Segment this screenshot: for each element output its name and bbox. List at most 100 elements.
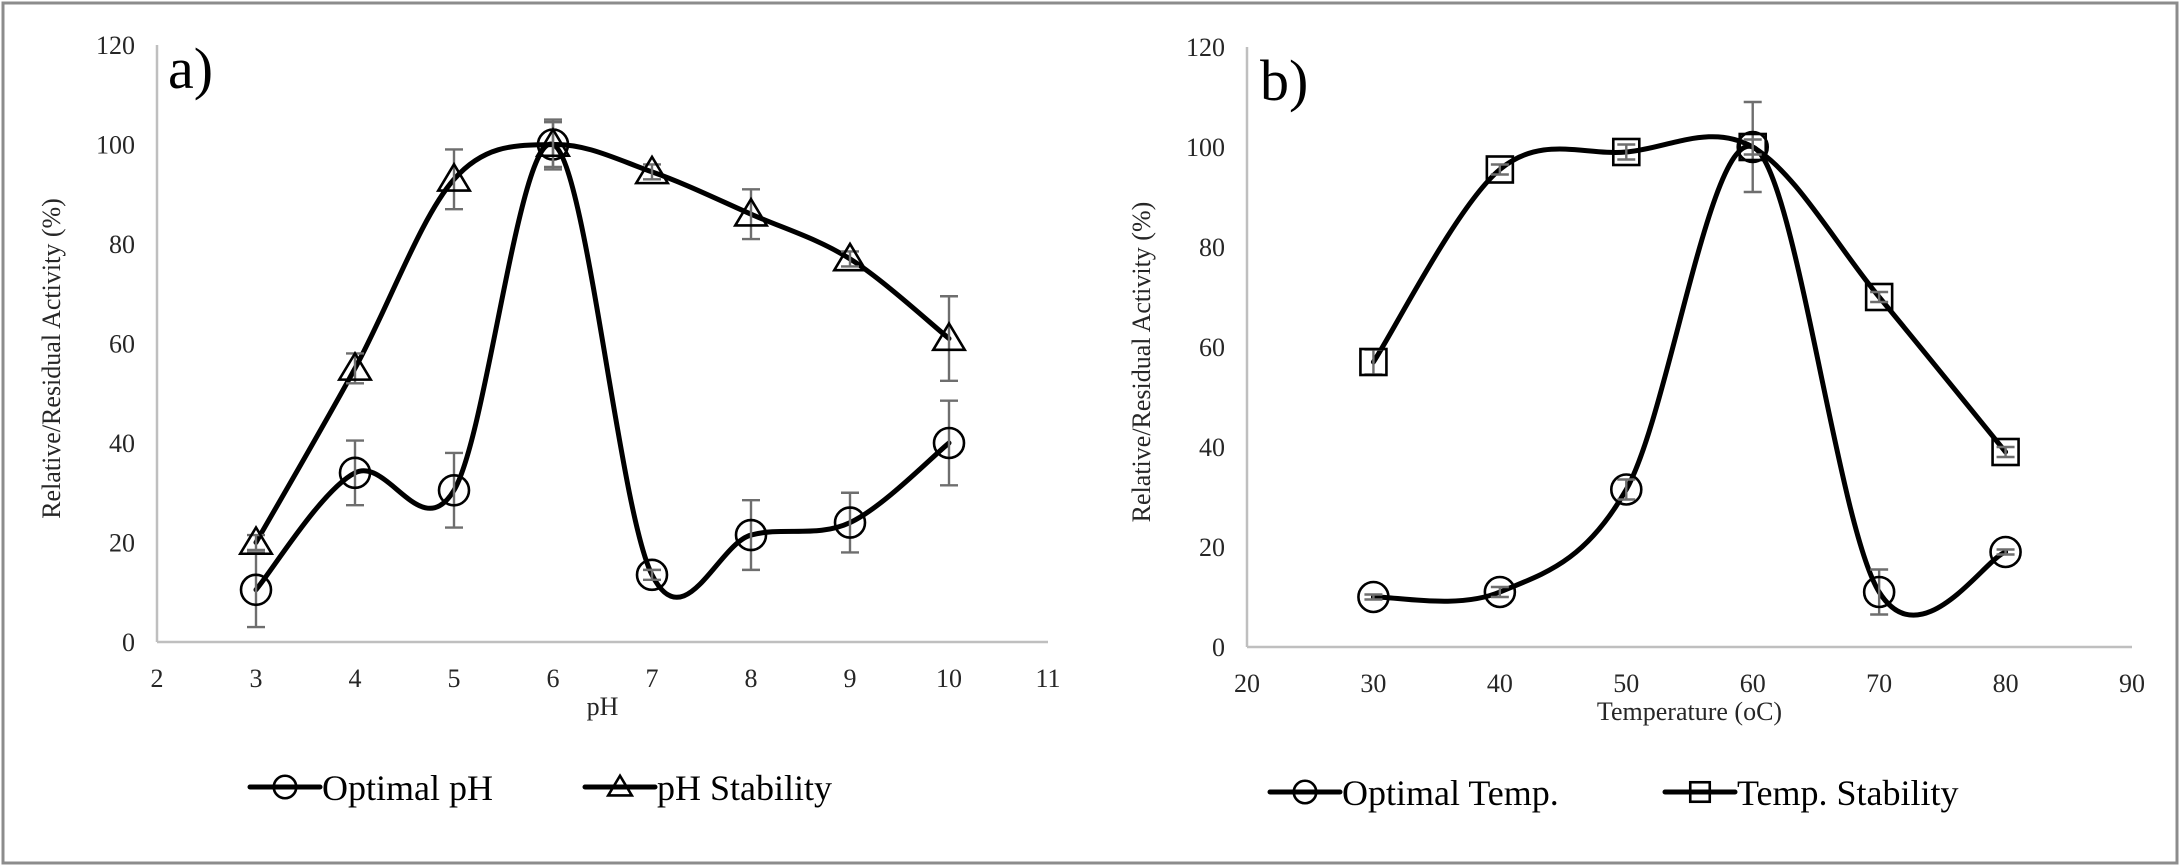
y-tick-label: 100: [96, 131, 135, 160]
legend-square-marker: [1688, 780, 1712, 804]
data-point-triangle: [732, 196, 770, 227]
data-point-circle: [1609, 473, 1643, 506]
data-point-circle: [1736, 130, 1770, 164]
data-point-circle: [1483, 575, 1517, 609]
y-tick-label: 20: [1199, 533, 1225, 562]
x-tick-label: 4: [349, 664, 362, 693]
series-line: [1370, 144, 2009, 618]
data-point-triangle: [237, 524, 275, 556]
error-bar: [1996, 445, 2015, 459]
y-tick-labels: 0 20 40 60 80 100 120: [96, 31, 135, 657]
series-line: [1370, 134, 2009, 455]
y-tick-label: 40: [109, 429, 135, 458]
data-point-triangle: [930, 320, 968, 352]
x-tick-label: 10: [936, 664, 962, 693]
legend-item-ph-stability: pH Stability: [582, 768, 832, 808]
legend: Optimal pH pH Stability: [247, 768, 832, 808]
x-tick-labels: 2 3 4 5 6 7 8 9 10 11: [151, 664, 1061, 693]
legend-item-temp-stability: Temp. Stability: [1662, 773, 1958, 813]
x-tick-label: 70: [1866, 669, 1892, 698]
y-tick-label: 100: [1186, 133, 1225, 162]
x-tick-label: 6: [547, 664, 560, 693]
error-bar: [445, 148, 463, 211]
y-tick-labels: 0 20 40 60 80 100 120: [1186, 33, 1225, 662]
series-optimal-temp: [1357, 100, 2022, 618]
x-tick-label: 3: [250, 664, 263, 693]
data-point-circle: [833, 506, 867, 539]
y-tick-label: 40: [1199, 433, 1225, 462]
data-point-circle: [1357, 580, 1390, 614]
x-tick-label: 8: [745, 664, 758, 693]
series-optimal-ph: [239, 120, 966, 629]
legend-circle-marker: [1292, 779, 1318, 805]
plot-area: [237, 118, 968, 629]
x-tick-label: 11: [1035, 664, 1060, 693]
x-tick-label: 9: [844, 664, 857, 693]
x-tick-label: 60: [1740, 669, 1766, 698]
error-bar: [247, 551, 265, 629]
y-tick-label: 80: [109, 230, 135, 259]
legend-triangle-marker: [605, 773, 635, 797]
x-axis-title: pH: [587, 692, 619, 721]
legend-item-optimal-temp: Optimal Temp.: [1267, 773, 1559, 813]
data-point-square: [1485, 155, 1515, 184]
error-bar: [346, 439, 364, 507]
y-tick-label: 60: [109, 330, 135, 359]
error-bar: [1996, 548, 2015, 556]
data-point-square: [1738, 132, 1768, 162]
data-point-circle: [437, 473, 471, 507]
circle-marker: [1292, 779, 1318, 805]
series-line: [253, 141, 952, 600]
data-point-circle: [1989, 535, 2022, 569]
data-point-circle: [734, 518, 768, 552]
error-bar: [1617, 478, 1636, 501]
triangle-marker: [605, 773, 635, 797]
square-marker: [1688, 780, 1712, 804]
y-tick-label: 20: [109, 529, 135, 558]
legend: Optimal Temp. Temp. Stability: [1267, 773, 1958, 813]
series-ph-stability: [237, 118, 968, 556]
series-temp-stability: [1359, 132, 2020, 467]
data-point-circle: [635, 558, 669, 592]
x-tick-label: 7: [646, 664, 659, 693]
x-tick-label: 20: [1234, 669, 1260, 698]
y-tick-label: 120: [1186, 33, 1225, 62]
y-axis-title: Relative/Residual Activity (%): [1127, 202, 1156, 523]
x-tick-label: 30: [1360, 669, 1386, 698]
error-bar: [1364, 593, 1383, 601]
legend-item-optimal-ph: Optimal pH: [247, 768, 493, 808]
error-bar: [643, 568, 661, 582]
data-point-triangle: [534, 126, 572, 158]
legend-label: Optimal Temp.: [1342, 773, 1559, 813]
data-point-triangle: [336, 350, 374, 381]
legend-label: Optimal pH: [322, 768, 493, 808]
data-point-circle: [239, 573, 273, 607]
x-tick-label: 40: [1487, 669, 1513, 698]
data-point-square: [1864, 282, 1894, 312]
x-tick-label: 50: [1613, 669, 1639, 698]
data-point-triangle: [633, 154, 671, 185]
data-point-square: [1359, 347, 1388, 377]
data-point-triangle: [435, 161, 473, 192]
x-tick-labels: 20 30 40 50 60 70 80 90: [1234, 669, 2145, 698]
error-bar: [940, 399, 958, 487]
circle-marker: [272, 774, 298, 800]
data-point-circle: [338, 456, 372, 490]
x-tick-label: 5: [448, 664, 461, 693]
error-bar: [1490, 585, 1509, 599]
panel-label: a): [168, 36, 213, 101]
error-bar: [1870, 290, 1889, 304]
panel-a: 0 20 40 60 80 100 120 2 3 4 5 6 7 8 9 10 11 a) pH Relat…: [37, 31, 1061, 808]
y-tick-label: 60: [1199, 333, 1225, 362]
legend-label: Temp. Stability: [1737, 773, 1958, 813]
panel-b: 0 20 40 60 80 100 120 20 30 40 50 60 70 80 90 b) Temp…: [1127, 33, 2145, 813]
y-tick-label: 0: [122, 628, 135, 657]
error-bar: [1617, 143, 1636, 161]
panel-label: b): [1260, 48, 1308, 113]
data-point-circle: [932, 426, 966, 460]
y-tick-label: 80: [1199, 233, 1225, 262]
error-bar: [1490, 163, 1509, 176]
data-point-triangle: [831, 241, 869, 272]
